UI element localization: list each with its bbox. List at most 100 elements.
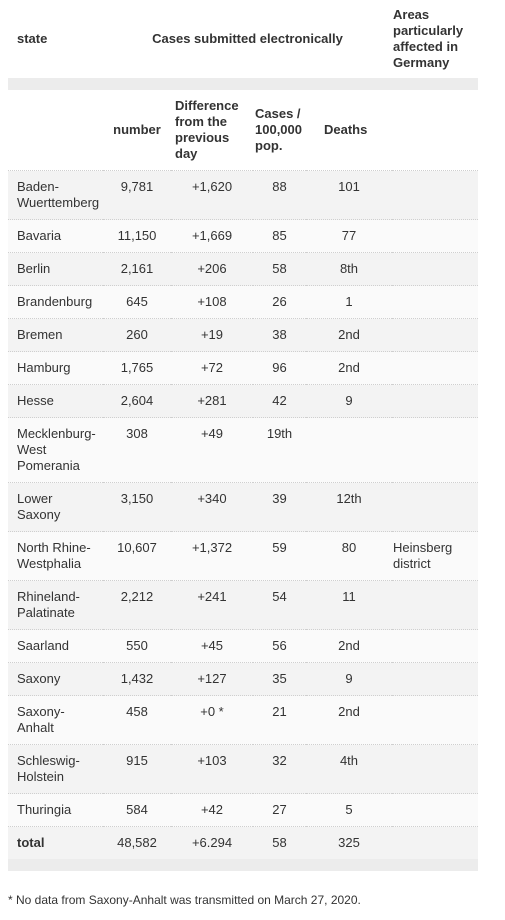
cell-deaths: 2nd (306, 318, 392, 352)
cell-deaths: 2nd (306, 695, 392, 745)
cell-number: 10,607 (103, 531, 171, 581)
cell-per-100k: 26 (253, 285, 306, 319)
cell-state: Schleswig-Holstein (8, 744, 103, 794)
cell-difference: +1,372 (171, 531, 253, 581)
cell-per-100k: 19th (253, 417, 306, 483)
header-state: state (17, 31, 48, 46)
cell-number: 308 (103, 417, 171, 483)
cell-state: Saxony-Anhalt (8, 695, 103, 745)
cell-area (392, 826, 478, 859)
table-row: North Rhine-Westphalia 10,607 +1,372 59 80 He… (8, 531, 478, 581)
cell-deaths: 101 (306, 170, 392, 220)
cell-area (392, 384, 478, 418)
subheader-number: number (113, 122, 161, 137)
subheader-difference: Difference from the previous day (175, 98, 239, 161)
cell-per-100k: 32 (253, 744, 306, 794)
cell-difference: +0 * (171, 695, 253, 745)
cell-deaths (306, 417, 392, 483)
table-body: Baden-Wuerttemberg 9,781 +1,620 88 101 Bavari… (8, 170, 478, 859)
cell-per-100k: 58 (253, 252, 306, 286)
cell-number: 2,604 (103, 384, 171, 418)
table-row: total 48,582 +6.294 58 325 (8, 826, 478, 859)
cell-difference: +1,620 (171, 170, 253, 220)
cell-difference: +206 (171, 252, 253, 286)
cell-state: Bremen (8, 318, 103, 352)
cell-area (392, 285, 478, 319)
cell-deaths: 4th (306, 744, 392, 794)
cell-state: Hamburg (8, 351, 103, 385)
cell-area (392, 662, 478, 696)
table-row: Berlin 2,161 +206 58 8th (8, 252, 478, 286)
cell-per-100k: 56 (253, 629, 306, 663)
cell-deaths: 9 (306, 384, 392, 418)
cell-per-100k: 88 (253, 170, 306, 220)
cell-number: 48,582 (103, 826, 171, 859)
table-row: Saxony-Anhalt 458 +0 * 21 2nd (8, 695, 478, 745)
cell-area (392, 219, 478, 253)
cell-per-100k: 35 (253, 662, 306, 696)
cases-table: state Cases submitted electronically Are… (8, 0, 478, 859)
table-row: Rhineland-Palatinate 2,212 +241 54 11 (8, 580, 478, 630)
cell-per-100k: 85 (253, 219, 306, 253)
table-row: Bremen 260 +19 38 2nd (8, 318, 478, 352)
cell-state: Hesse (8, 384, 103, 418)
cell-deaths: 5 (306, 793, 392, 827)
cell-number: 550 (103, 629, 171, 663)
cell-difference: +49 (171, 417, 253, 483)
cell-difference: +45 (171, 629, 253, 663)
subheader-per-100k: Cases / 100,000 pop. (255, 106, 302, 153)
header-row: state Cases submitted electronically Are… (8, 0, 478, 78)
footnote: * No data from Saxony-Anhalt was transmi… (8, 893, 361, 907)
cell-per-100k: 38 (253, 318, 306, 352)
cell-per-100k: 39 (253, 482, 306, 532)
cell-area (392, 629, 478, 663)
cell-state: Thuringia (8, 793, 103, 827)
cell-number: 584 (103, 793, 171, 827)
cell-per-100k: 96 (253, 351, 306, 385)
cell-per-100k: 58 (253, 826, 306, 859)
cell-area: Heinsberg district (392, 531, 478, 581)
cell-state: North Rhine-Westphalia (8, 531, 103, 581)
cell-state: Rhineland-Palatinate (8, 580, 103, 630)
cell-deaths: 2nd (306, 629, 392, 663)
cell-state: Saxony (8, 662, 103, 696)
separator (8, 78, 478, 90)
table-row: Brandenburg 645 +108 26 1 (8, 285, 478, 319)
cell-number: 1,765 (103, 351, 171, 385)
cell-number: 2,212 (103, 580, 171, 630)
table-row: Schleswig-Holstein 915 +103 32 4th (8, 744, 478, 794)
cell-deaths: 2nd (306, 351, 392, 385)
cell-per-100k: 21 (253, 695, 306, 745)
cell-per-100k: 54 (253, 580, 306, 630)
cell-difference: +1,669 (171, 219, 253, 253)
table-row: Saxony 1,432 +127 35 9 (8, 662, 478, 696)
cell-per-100k: 27 (253, 793, 306, 827)
cell-number: 3,150 (103, 482, 171, 532)
cell-state: Brandenburg (8, 285, 103, 319)
cell-area (392, 318, 478, 352)
table-row: Thuringia 584 +42 27 5 (8, 793, 478, 827)
cell-area (392, 170, 478, 220)
cell-deaths: 1 (306, 285, 392, 319)
header-areas: Areas particularly affected in Germany (393, 7, 464, 70)
cell-number: 645 (103, 285, 171, 319)
cell-difference: +241 (171, 580, 253, 630)
cell-number: 1,432 (103, 662, 171, 696)
separator (8, 859, 478, 871)
cell-difference: +108 (171, 285, 253, 319)
table-row: Lower Saxony 3,150 +340 39 12th (8, 482, 478, 532)
cell-area (392, 252, 478, 286)
cell-difference: +72 (171, 351, 253, 385)
cell-state: Bavaria (8, 219, 103, 253)
cell-number: 915 (103, 744, 171, 794)
cell-difference: +127 (171, 662, 253, 696)
table-row: Saarland 550 +45 56 2nd (8, 629, 478, 663)
table-row: Bavaria 11,150 +1,669 85 77 (8, 219, 478, 253)
cell-deaths: 8th (306, 252, 392, 286)
cell-difference: +281 (171, 384, 253, 418)
table-container: state Cases submitted electronically Are… (8, 0, 478, 871)
cell-area (392, 793, 478, 827)
cell-difference: +19 (171, 318, 253, 352)
cell-deaths: 325 (306, 826, 392, 859)
